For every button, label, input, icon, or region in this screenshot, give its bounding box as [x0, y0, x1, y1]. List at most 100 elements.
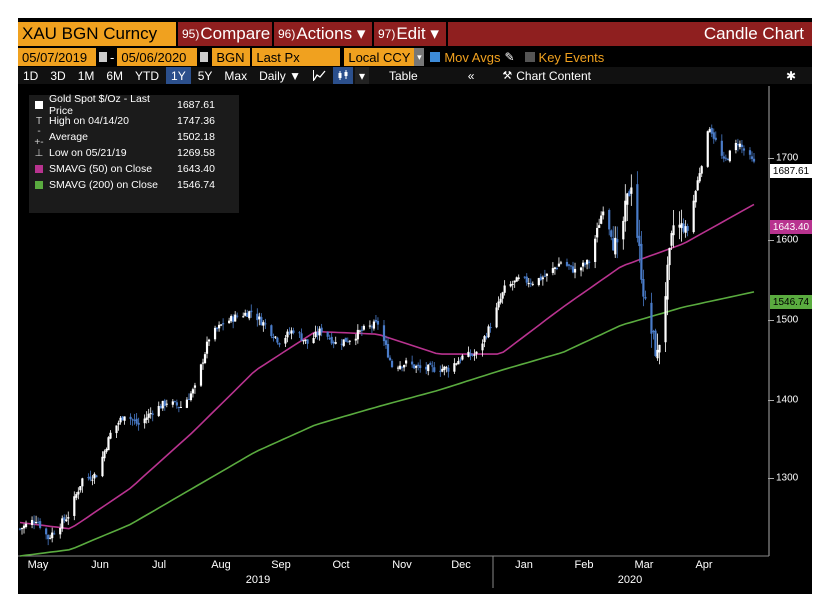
candle-body [234, 314, 237, 322]
y-tick [768, 400, 774, 401]
candle-body [445, 367, 448, 369]
period-1m[interactable]: 1M [73, 67, 100, 84]
price-field-value: Last Px [256, 49, 300, 65]
candle-body [565, 261, 569, 266]
checkbox-checked-icon[interactable] [430, 52, 441, 62]
legend-value: 1687.61 [177, 99, 215, 111]
legend-item-sma50: SMAVG (50) on Close 1643.40 [33, 161, 233, 177]
candle-body [77, 491, 80, 495]
candle-body [342, 339, 345, 346]
candle-body [157, 405, 160, 416]
candle-body [149, 413, 152, 415]
candle-body [441, 368, 444, 372]
candle-body [557, 263, 561, 267]
candle-body [312, 338, 315, 344]
line-chart-icon[interactable] [308, 67, 331, 84]
candle-body [692, 200, 695, 233]
candle-body [284, 337, 287, 344]
chart-style-dropdown-icon[interactable]: ▾ [354, 67, 369, 84]
candle-body [91, 479, 94, 481]
period-6m[interactable]: 6M [101, 67, 128, 84]
candle-body [396, 367, 400, 369]
candle-body [678, 224, 681, 228]
candle-body [316, 332, 319, 336]
candle-body [262, 322, 265, 326]
end-date-field[interactable]: 05/06/2020 [117, 48, 198, 66]
period-1d[interactable]: 1D [18, 67, 43, 84]
candle-body [640, 243, 643, 280]
key-events-toggle[interactable]: Key Events [524, 50, 604, 65]
period-ytd[interactable]: YTD [130, 67, 164, 84]
candle-body [49, 537, 52, 539]
collapse-left-icon[interactable]: « [467, 68, 475, 83]
chart-type-title: Candle Chart [448, 22, 812, 46]
candle-body [340, 343, 343, 345]
legend-item-price: Gold Spot $/Oz - Last Price 1687.61 [33, 93, 233, 117]
candle-body [205, 341, 209, 354]
currency-dropdown-icon[interactable]: ▾ [414, 48, 425, 66]
candle-body [256, 313, 259, 321]
candle-body [585, 259, 589, 265]
candle-body [87, 477, 90, 479]
candle-chart-icon[interactable] [332, 67, 353, 84]
period-max[interactable]: Max [219, 67, 252, 84]
start-date-field[interactable]: 05/07/2019 [18, 48, 96, 66]
table-button[interactable]: Table [371, 67, 436, 84]
y-axis: 1700 1600 1500 1400 1300 1687.61 1643.40… [768, 96, 812, 576]
gear-icon[interactable]: ✱ [785, 68, 796, 83]
candle-body [203, 354, 207, 364]
candle-body [411, 361, 414, 365]
candle-body [728, 150, 731, 162]
candle-body [354, 338, 357, 341]
checkbox-unchecked-icon[interactable] [524, 52, 535, 62]
period-3d[interactable]: 3D [45, 67, 70, 84]
compare-menu[interactable]: 95) Compare [178, 22, 272, 46]
ticker-field[interactable]: XAU BGN Curncy [18, 22, 176, 46]
candle-body [742, 148, 746, 151]
chart-content-button[interactable]: ⚒ Chart Content [498, 67, 595, 84]
candle-body [469, 353, 472, 356]
candle-body [495, 307, 498, 328]
source-field[interactable]: BGN [212, 48, 251, 66]
candle-body [626, 193, 629, 205]
candle-body [103, 451, 106, 459]
period-label: 3D [50, 68, 66, 83]
candle-body [700, 166, 703, 174]
mov-avgs-toggle[interactable]: Mov Avgs ✎ [430, 50, 515, 65]
legend-item-high: T High on 04/14/20 1747.36 [33, 113, 233, 129]
candle-body [246, 312, 249, 317]
candle-body [473, 354, 476, 356]
table-label: Table [389, 68, 418, 83]
calendar-icon[interactable] [99, 52, 107, 62]
candle-body [270, 325, 273, 337]
candle-body [453, 363, 456, 372]
candle-body [73, 496, 76, 516]
candle-chart-plot[interactable] [18, 18, 812, 594]
candle-body [475, 351, 478, 354]
candle-body [539, 276, 542, 280]
candle-body [320, 327, 323, 333]
candle-body [405, 360, 408, 364]
edit-menu[interactable]: 97) Edit ▾ [374, 22, 446, 46]
x-tick-label: Oct [332, 559, 350, 571]
candle-body [79, 486, 82, 491]
candle-body [696, 180, 699, 191]
period-1y[interactable]: 1Y [166, 67, 191, 84]
price-field[interactable]: Last Px [252, 48, 341, 66]
frequency-dropdown[interactable]: Daily ▼ [254, 67, 306, 84]
calendar-icon[interactable] [200, 52, 209, 62]
candle-body [698, 173, 701, 182]
period-5y[interactable]: 5Y [193, 67, 218, 84]
currency-field[interactable]: Local CCY [344, 48, 415, 66]
candle-body [332, 341, 335, 344]
candle-body [425, 366, 428, 370]
candle-body [622, 220, 625, 240]
candle-body [658, 344, 661, 353]
legend-value: 1747.36 [177, 115, 215, 127]
candle-body [109, 432, 112, 439]
candle-body [384, 340, 388, 345]
actions-menu[interactable]: 96) Actions ▾ [274, 22, 372, 46]
candle-body [720, 140, 723, 156]
pencil-icon[interactable]: ✎ [504, 50, 515, 64]
candle-body [133, 419, 136, 421]
